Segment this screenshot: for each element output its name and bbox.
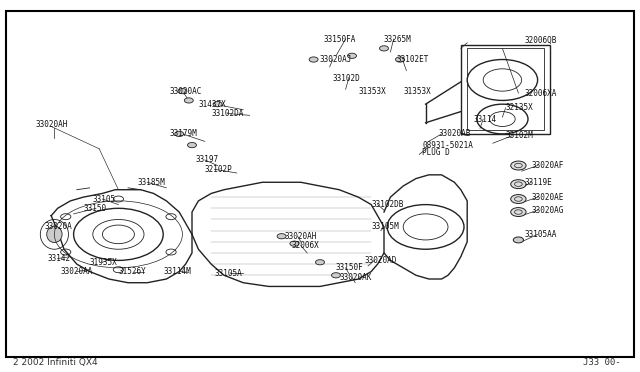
Text: 32006QB: 32006QB	[525, 36, 557, 45]
Text: 31353X: 31353X	[403, 87, 431, 96]
Text: 31935X: 31935X	[90, 258, 117, 267]
Circle shape	[511, 180, 526, 189]
Text: 33150F: 33150F	[336, 263, 364, 272]
Text: 32006X: 32006X	[291, 241, 319, 250]
Text: 33020AH: 33020AH	[35, 120, 68, 129]
Text: 33020AC: 33020AC	[170, 87, 202, 96]
Text: 33102ET: 33102ET	[397, 55, 429, 64]
Text: 33179M: 33179M	[170, 129, 197, 138]
Circle shape	[316, 260, 324, 265]
Circle shape	[188, 142, 196, 148]
Circle shape	[309, 57, 318, 62]
Circle shape	[396, 57, 404, 62]
Circle shape	[511, 208, 526, 217]
Bar	[467, 48, 544, 130]
Text: 31353X: 31353X	[358, 87, 386, 96]
Text: 33105M: 33105M	[371, 222, 399, 231]
Text: 33265M: 33265M	[384, 35, 412, 44]
Circle shape	[178, 89, 187, 94]
Text: 08931-5021A: 08931-5021A	[422, 141, 473, 150]
Text: 33142: 33142	[48, 254, 71, 263]
Text: 33020AE: 33020AE	[531, 193, 564, 202]
Ellipse shape	[47, 226, 62, 243]
Circle shape	[290, 241, 299, 246]
Text: 33185M: 33185M	[138, 178, 165, 187]
Circle shape	[213, 102, 222, 107]
Text: 33150FA: 33150FA	[323, 35, 356, 44]
Text: 33150: 33150	[83, 204, 106, 213]
Circle shape	[380, 46, 388, 51]
Text: 2 2002 Infiniti QX4: 2 2002 Infiniti QX4	[13, 358, 97, 367]
Circle shape	[277, 234, 286, 239]
Circle shape	[511, 161, 526, 170]
Text: 33102DB: 33102DB	[371, 200, 404, 209]
FancyBboxPatch shape	[6, 11, 634, 357]
Text: PLUG D: PLUG D	[422, 148, 450, 157]
Circle shape	[184, 98, 193, 103]
Text: 33105A: 33105A	[214, 269, 242, 278]
Text: 33105: 33105	[93, 195, 116, 203]
Text: 33020AK: 33020AK	[339, 273, 372, 282]
Circle shape	[175, 131, 184, 137]
Circle shape	[348, 53, 356, 58]
Text: 33102DA: 33102DA	[211, 109, 244, 118]
Text: 33114: 33114	[474, 115, 497, 124]
Text: J33 00-: J33 00-	[583, 358, 621, 367]
Text: 33105AA: 33105AA	[525, 230, 557, 239]
Text: 33020AF: 33020AF	[531, 161, 564, 170]
Text: 33114M: 33114M	[163, 267, 191, 276]
Text: 33020AH: 33020AH	[285, 232, 317, 241]
Text: 33102M: 33102M	[506, 131, 533, 140]
Text: 33020AJ: 33020AJ	[320, 55, 353, 64]
Text: 32006XA: 32006XA	[525, 89, 557, 97]
Text: 33020AG: 33020AG	[531, 206, 564, 215]
Circle shape	[332, 273, 340, 278]
Text: 32102P: 32102P	[205, 165, 232, 174]
Text: 33197: 33197	[195, 155, 218, 164]
Text: 33020AA: 33020AA	[61, 267, 93, 276]
Circle shape	[511, 195, 526, 203]
Text: 33020AD: 33020AD	[365, 256, 397, 265]
Text: 31437X: 31437X	[198, 100, 226, 109]
Text: 32135X: 32135X	[506, 103, 533, 112]
Circle shape	[513, 237, 524, 243]
Bar	[461, 45, 550, 134]
Text: 33119E: 33119E	[525, 178, 552, 187]
Text: 33020AB: 33020AB	[438, 129, 471, 138]
Text: 33020A: 33020A	[45, 222, 72, 231]
Text: 31526Y: 31526Y	[118, 267, 146, 276]
Text: 33102D: 33102D	[333, 74, 360, 83]
